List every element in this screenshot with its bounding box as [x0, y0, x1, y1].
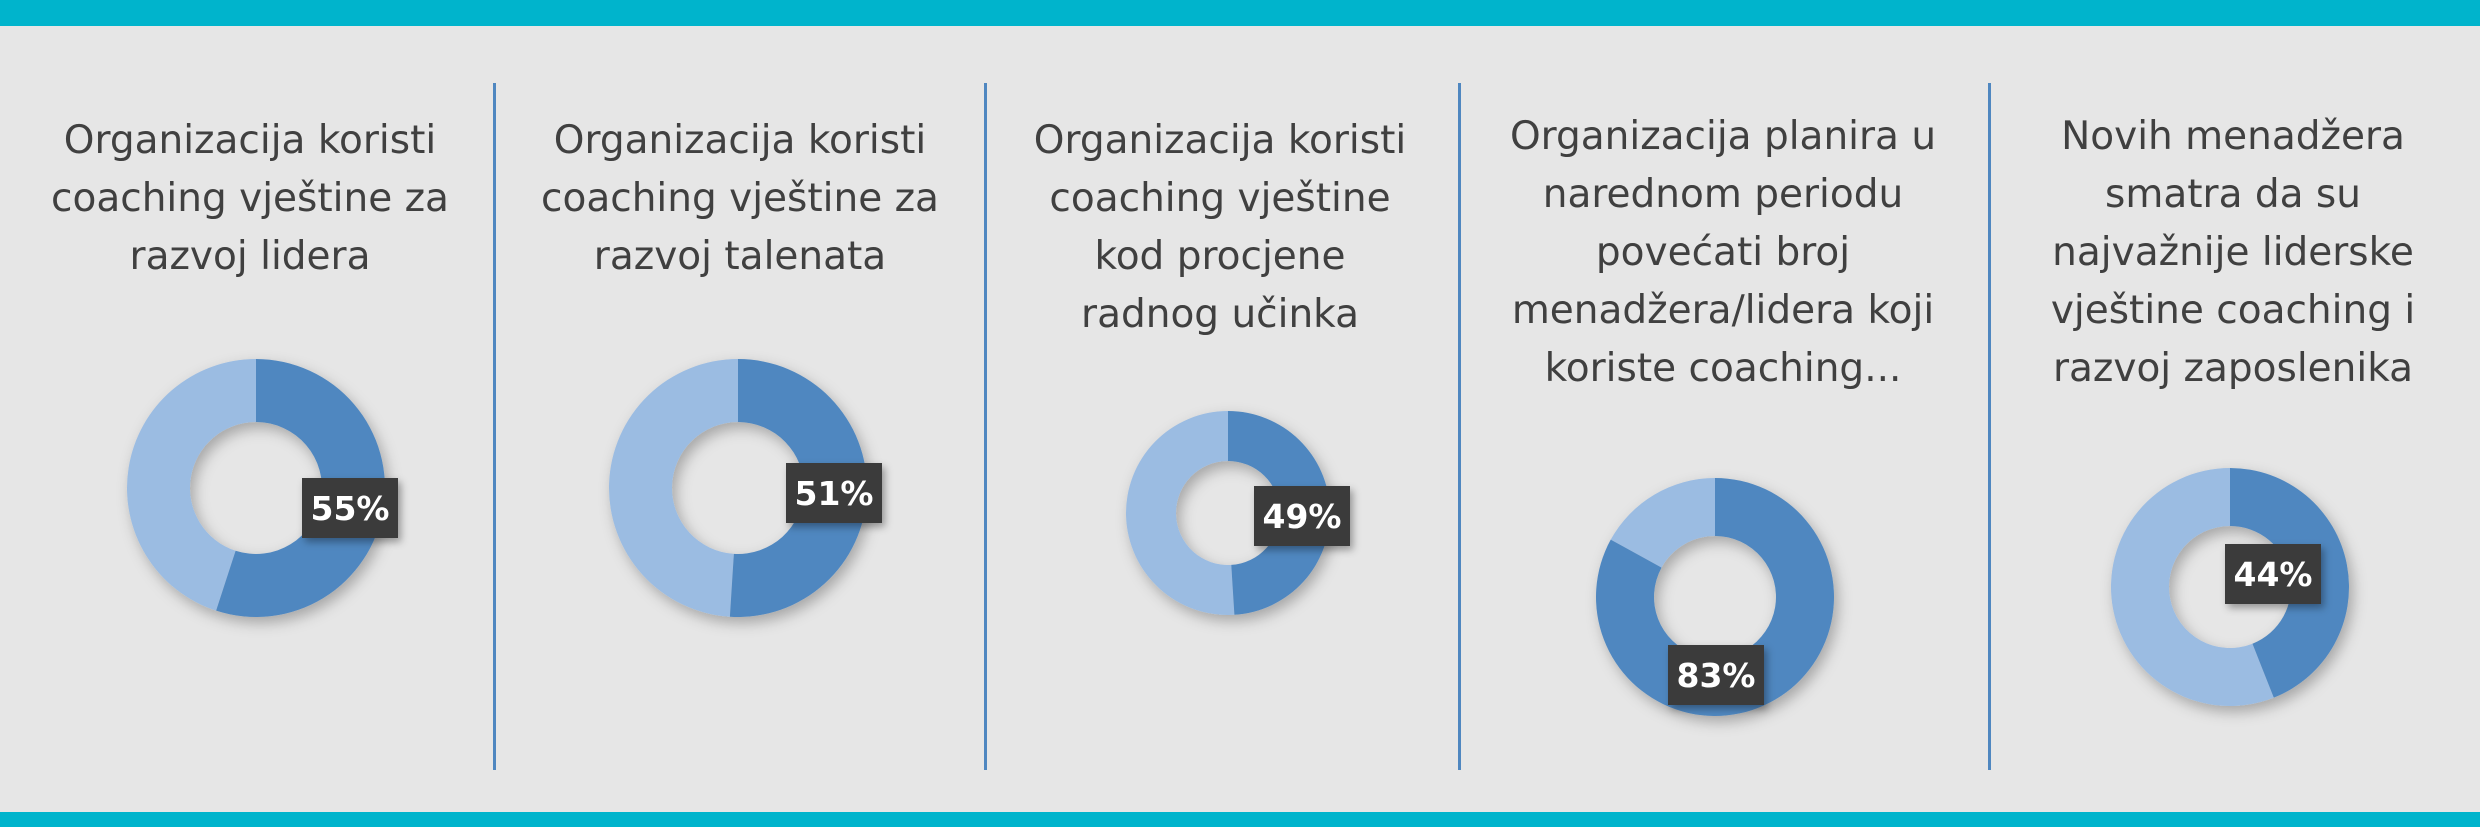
panel-divider-4: [1988, 83, 1991, 770]
panel-divider-2: [984, 83, 987, 770]
donut-1-data-label: 55%: [302, 478, 398, 538]
donut-4-value-slice: [1596, 478, 1835, 717]
chart-5-caption-line-1: Novih menadžera: [2061, 114, 2405, 159]
donut-2-label-box: [786, 463, 882, 523]
chart-1-caption-line-1: Organizacija koristi: [63, 118, 437, 163]
chart-5-caption-line-3: najvažnije liderske: [2052, 230, 2414, 275]
donut-chart-5: [2111, 467, 2349, 706]
bottom-accent-band: [0, 812, 2480, 827]
chart-5-caption-line-2: smatra da su: [2105, 172, 2361, 217]
chart-5-caption-line-5: razvoj zaposlenika: [2052, 346, 2414, 391]
donut-4-remainder-slice: [1610, 478, 1715, 568]
chart-4-caption-line-3: povećati broj: [1595, 230, 1851, 275]
donut-1-remainder-slice: [127, 359, 256, 611]
donut-chart-1: [127, 359, 386, 617]
panel-divider-1: [493, 83, 496, 770]
donut-2-remainder-slice: [608, 359, 738, 617]
donut-chart-3: [1126, 411, 1331, 615]
donut-5-data-label: 44%: [2225, 544, 2321, 604]
donut-1-label-text: 55%: [311, 489, 390, 528]
donut-1-value-slice: [216, 359, 386, 617]
donut-4-label-text: 83%: [1677, 656, 1756, 695]
chart-3-caption: Organizacija koristi coaching vještine k…: [990, 112, 1450, 344]
donut-2-label-text: 51%: [795, 474, 874, 513]
top-accent-band: [0, 0, 2480, 26]
donut-5-label-text: 44%: [2234, 555, 2313, 594]
donut-4-label-box: [1668, 645, 1764, 705]
donut-chart-2: [608, 359, 867, 617]
donut-4-data-label: 83%: [1668, 645, 1764, 705]
chart-1-caption-line-3: razvoj lidera: [129, 234, 371, 279]
donut-3-label-box: [1254, 486, 1350, 546]
chart-2-caption: Organizacija koristi coaching vještine z…: [500, 112, 980, 286]
donut-3-remainder-slice: [1126, 411, 1235, 615]
chart-3-caption-line-3: kod procjene: [1094, 234, 1346, 279]
chart-2-caption-line-1: Organizacija koristi: [553, 118, 927, 163]
chart-4-caption-line-5: koriste coaching...: [1544, 346, 1902, 391]
chart-2-caption-line-2: coaching vještine za: [541, 176, 939, 221]
chart-1-caption-line-2: coaching vještine za: [51, 176, 449, 221]
donut-chart-4: [1596, 478, 1835, 717]
donut-5-label-box: [2225, 544, 2321, 604]
chart-3-caption-line-1: Organizacija koristi: [1033, 118, 1407, 163]
chart-4-caption: Organizacija planira u narednom periodu …: [1463, 108, 1983, 398]
donut-3-value-slice: [1228, 411, 1331, 615]
donut-3-data-label: 49%: [1254, 486, 1350, 546]
chart-5-caption-line-4: vještine coaching i: [2050, 288, 2416, 333]
chart-5-caption: Novih menadžera smatra da su najvažnije …: [1993, 108, 2473, 398]
donut-1-label-box: [302, 478, 398, 538]
donut-3-label-text: 49%: [1263, 497, 1342, 536]
donut-5-value-slice: [2230, 467, 2349, 698]
chart-4-caption-line-2: narednom periodu: [1542, 172, 1904, 217]
chart-4-caption-line-1: Organizacija planira u: [1509, 114, 1937, 159]
donut-2-value-slice: [729, 359, 867, 617]
chart-2-caption-line-3: razvoj talenata: [593, 234, 887, 279]
chart-4-caption-line-4: menadžera/lidera koji: [1511, 288, 1935, 333]
donut-5-remainder-slice: [2111, 468, 2274, 706]
chart-3-caption-line-2: coaching vještine: [1049, 176, 1391, 221]
panel-divider-3: [1458, 83, 1461, 770]
donut-2-data-label: 51%: [786, 463, 882, 523]
chart-1-caption: Organizacija koristi coaching vještine z…: [10, 112, 490, 286]
chart-3-caption-line-4: radnog učinka: [1081, 292, 1359, 337]
